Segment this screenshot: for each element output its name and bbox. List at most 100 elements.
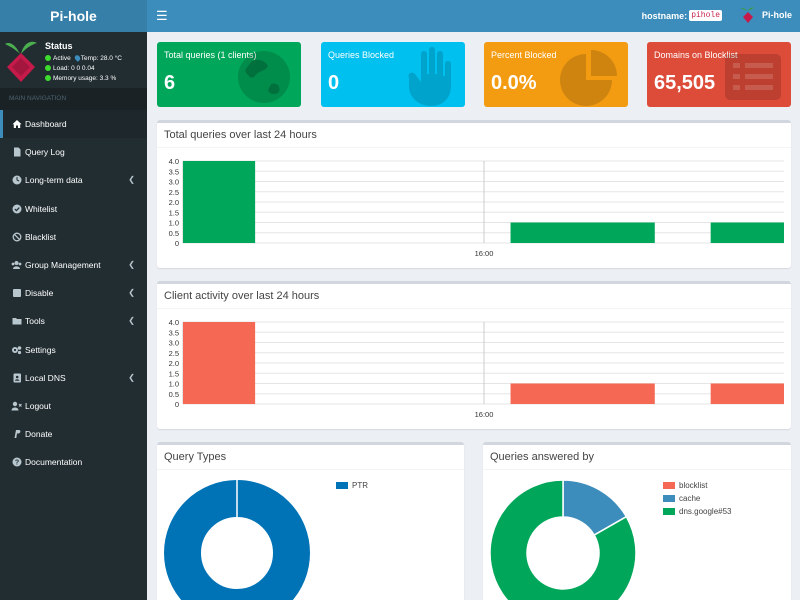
app-logo[interactable]: Pi-hole — [0, 0, 147, 32]
legend-item[interactable]: PTR — [336, 479, 368, 492]
sidebar-item-local-dns[interactable]: Local DNS ❮ — [0, 364, 147, 392]
chevron-left-icon: ❮ — [128, 288, 135, 298]
y-tick-label: 1.0 — [169, 219, 179, 228]
sidebar-item-label: Local DNS — [25, 372, 66, 383]
hostname-label: hostname: — [641, 10, 688, 21]
answered-by-title: Queries answered by — [490, 451, 594, 463]
sidebar-item-settings[interactable]: Settings — [0, 336, 147, 364]
address-book-icon — [11, 373, 22, 383]
sidebar-item-disable[interactable]: Disable ❮ — [0, 279, 147, 307]
sidebar-item-label: Dashboard — [25, 119, 67, 130]
legend-item[interactable]: dns.google#53 — [663, 505, 732, 518]
percent-blocked-value: 0.0% — [491, 72, 537, 94]
pie-slice — [489, 479, 637, 600]
hostname-value: pihole — [689, 10, 722, 21]
status-title: Status — [45, 41, 73, 51]
pihole-mini-logo-icon — [740, 7, 754, 23]
pihole-logo-icon — [5, 41, 37, 82]
bar — [710, 222, 784, 243]
memory-dot-icon — [45, 75, 51, 81]
total-queries-box: Total queries (1 clients) 6 — [157, 42, 301, 107]
gears-icon — [11, 345, 22, 355]
sidebar-item-label: Donate — [25, 429, 53, 440]
legend-label: PTR — [352, 481, 368, 490]
query-types-panel: Query Types PTR — [157, 442, 464, 600]
client-activity-panel: Client activity over last 24 hours 4.0 3.… — [157, 281, 791, 429]
sidebar-item-label: Settings — [25, 344, 56, 355]
legend-swatch — [663, 495, 675, 502]
chevron-left-icon: ❮ — [128, 175, 135, 185]
sidebar-item-whitelist[interactable]: Whitelist — [0, 195, 147, 223]
sidebar-toggle-icon[interactable]: ☰ — [156, 8, 168, 23]
globe-icon — [238, 51, 290, 103]
y-tick-label: 0.5 — [169, 390, 179, 399]
legend-label: cache — [679, 494, 701, 503]
sidebar-item-label: Query Log — [25, 147, 65, 158]
legend-label: blocklist — [679, 481, 708, 490]
home-icon — [11, 119, 22, 129]
y-tick-label: 3.5 — [169, 328, 179, 337]
sidebar-item-label: Long-term data — [25, 175, 83, 186]
legend-item[interactable]: blocklist — [663, 479, 732, 492]
sidebar-item-donate[interactable]: Donate — [0, 420, 147, 448]
y-tick-label: 4.0 — [169, 157, 179, 166]
x-tick-label: 16:00 — [475, 410, 494, 419]
svg-text:?: ? — [14, 460, 18, 467]
y-tick-label: 3.5 — [169, 167, 179, 176]
status-temp: Temp: 28.0 °C — [80, 55, 122, 62]
list-icon — [725, 54, 781, 100]
status-details: Active Temp: 28.0 °C Load: 0 0 0.04 Memor… — [45, 54, 122, 84]
user-menu[interactable]: Pi-hole — [740, 6, 792, 24]
total-queries-chart: 4.03.5 3.02.52.01.5 1.00.50 16:00 — [169, 157, 784, 258]
answered-by-pie — [489, 479, 637, 600]
y-tick-label: 2.5 — [169, 188, 179, 197]
total-queries-label: Total queries (1 clients) — [164, 50, 257, 60]
hand-icon — [408, 47, 451, 106]
nav-header: MAIN NAVIGATION — [0, 88, 147, 110]
clock-icon — [11, 175, 22, 185]
queries-blocked-value: 0 — [328, 72, 340, 94]
user-label: Pi-hole — [761, 10, 792, 20]
sidebar-item-label: Group Management — [25, 260, 101, 271]
domains-blocklist-box: Domains on Blocklist 65,505 — [647, 42, 791, 107]
sidebar-item-group-management[interactable]: Group Management ❮ — [0, 251, 147, 279]
hostname-display: hostname: pihole — [642, 10, 722, 21]
sidebar-item-label: Logout — [25, 400, 51, 411]
status-memory: Memory usage: 3.3 % — [53, 75, 117, 82]
legend-item[interactable]: cache — [663, 492, 732, 505]
y-tick-label: 4.0 — [169, 318, 179, 327]
sidebar-item-label: Documentation — [25, 457, 83, 468]
queries-blocked-box: Queries Blocked 0 — [321, 42, 465, 107]
sidebar-item-dashboard[interactable]: Dashboard — [0, 110, 147, 139]
sidebar-item-logout[interactable]: Logout — [0, 392, 147, 420]
status-panel: Status Active Temp: 28.0 °C Load: 0 0 0.0… — [0, 32, 147, 88]
sidebar-item-long-term-data[interactable]: Long-term data ❮ — [0, 166, 147, 194]
y-tick-label: 3.0 — [169, 178, 179, 187]
sidebar-item-query-log[interactable]: Query Log — [0, 138, 147, 166]
sidebar-item-blacklist[interactable]: Blacklist — [0, 223, 147, 251]
y-tick-label: 3.0 — [169, 339, 179, 348]
active-dot-icon — [45, 55, 51, 61]
client-activity-title: Client activity over last 24 hours — [164, 290, 320, 302]
chevron-left-icon: ❮ — [128, 316, 135, 326]
panel-divider — [157, 308, 791, 309]
status-load: Load: 0 0 0.04 — [53, 65, 95, 72]
legend-swatch — [663, 508, 675, 515]
legend-label: dns.google#53 — [679, 507, 732, 516]
client-activity-chart: 4.03.5 3.02.52.01.5 1.00.50 16:00 — [169, 318, 784, 419]
users-icon — [11, 260, 22, 270]
sidebar-item-tools[interactable]: Tools ❮ — [0, 307, 147, 335]
user-times-icon — [11, 401, 22, 411]
y-tick-label: 0 — [175, 239, 179, 248]
check-circle-icon — [11, 204, 22, 214]
sidebar-item-label: Blacklist — [25, 231, 57, 242]
x-tick-label: 16:00 — [475, 249, 494, 258]
ban-icon — [11, 232, 22, 242]
percent-blocked-box: Percent Blocked 0.0% — [484, 42, 628, 107]
panel-divider — [483, 469, 791, 470]
y-tick-label: 0 — [175, 400, 179, 409]
bar — [510, 383, 655, 404]
domains-blocklist-value: 65,505 — [654, 72, 716, 94]
sidebar-item-documentation[interactable]: ? Documentation — [0, 448, 147, 476]
y-tick-label: 2.0 — [169, 198, 179, 207]
